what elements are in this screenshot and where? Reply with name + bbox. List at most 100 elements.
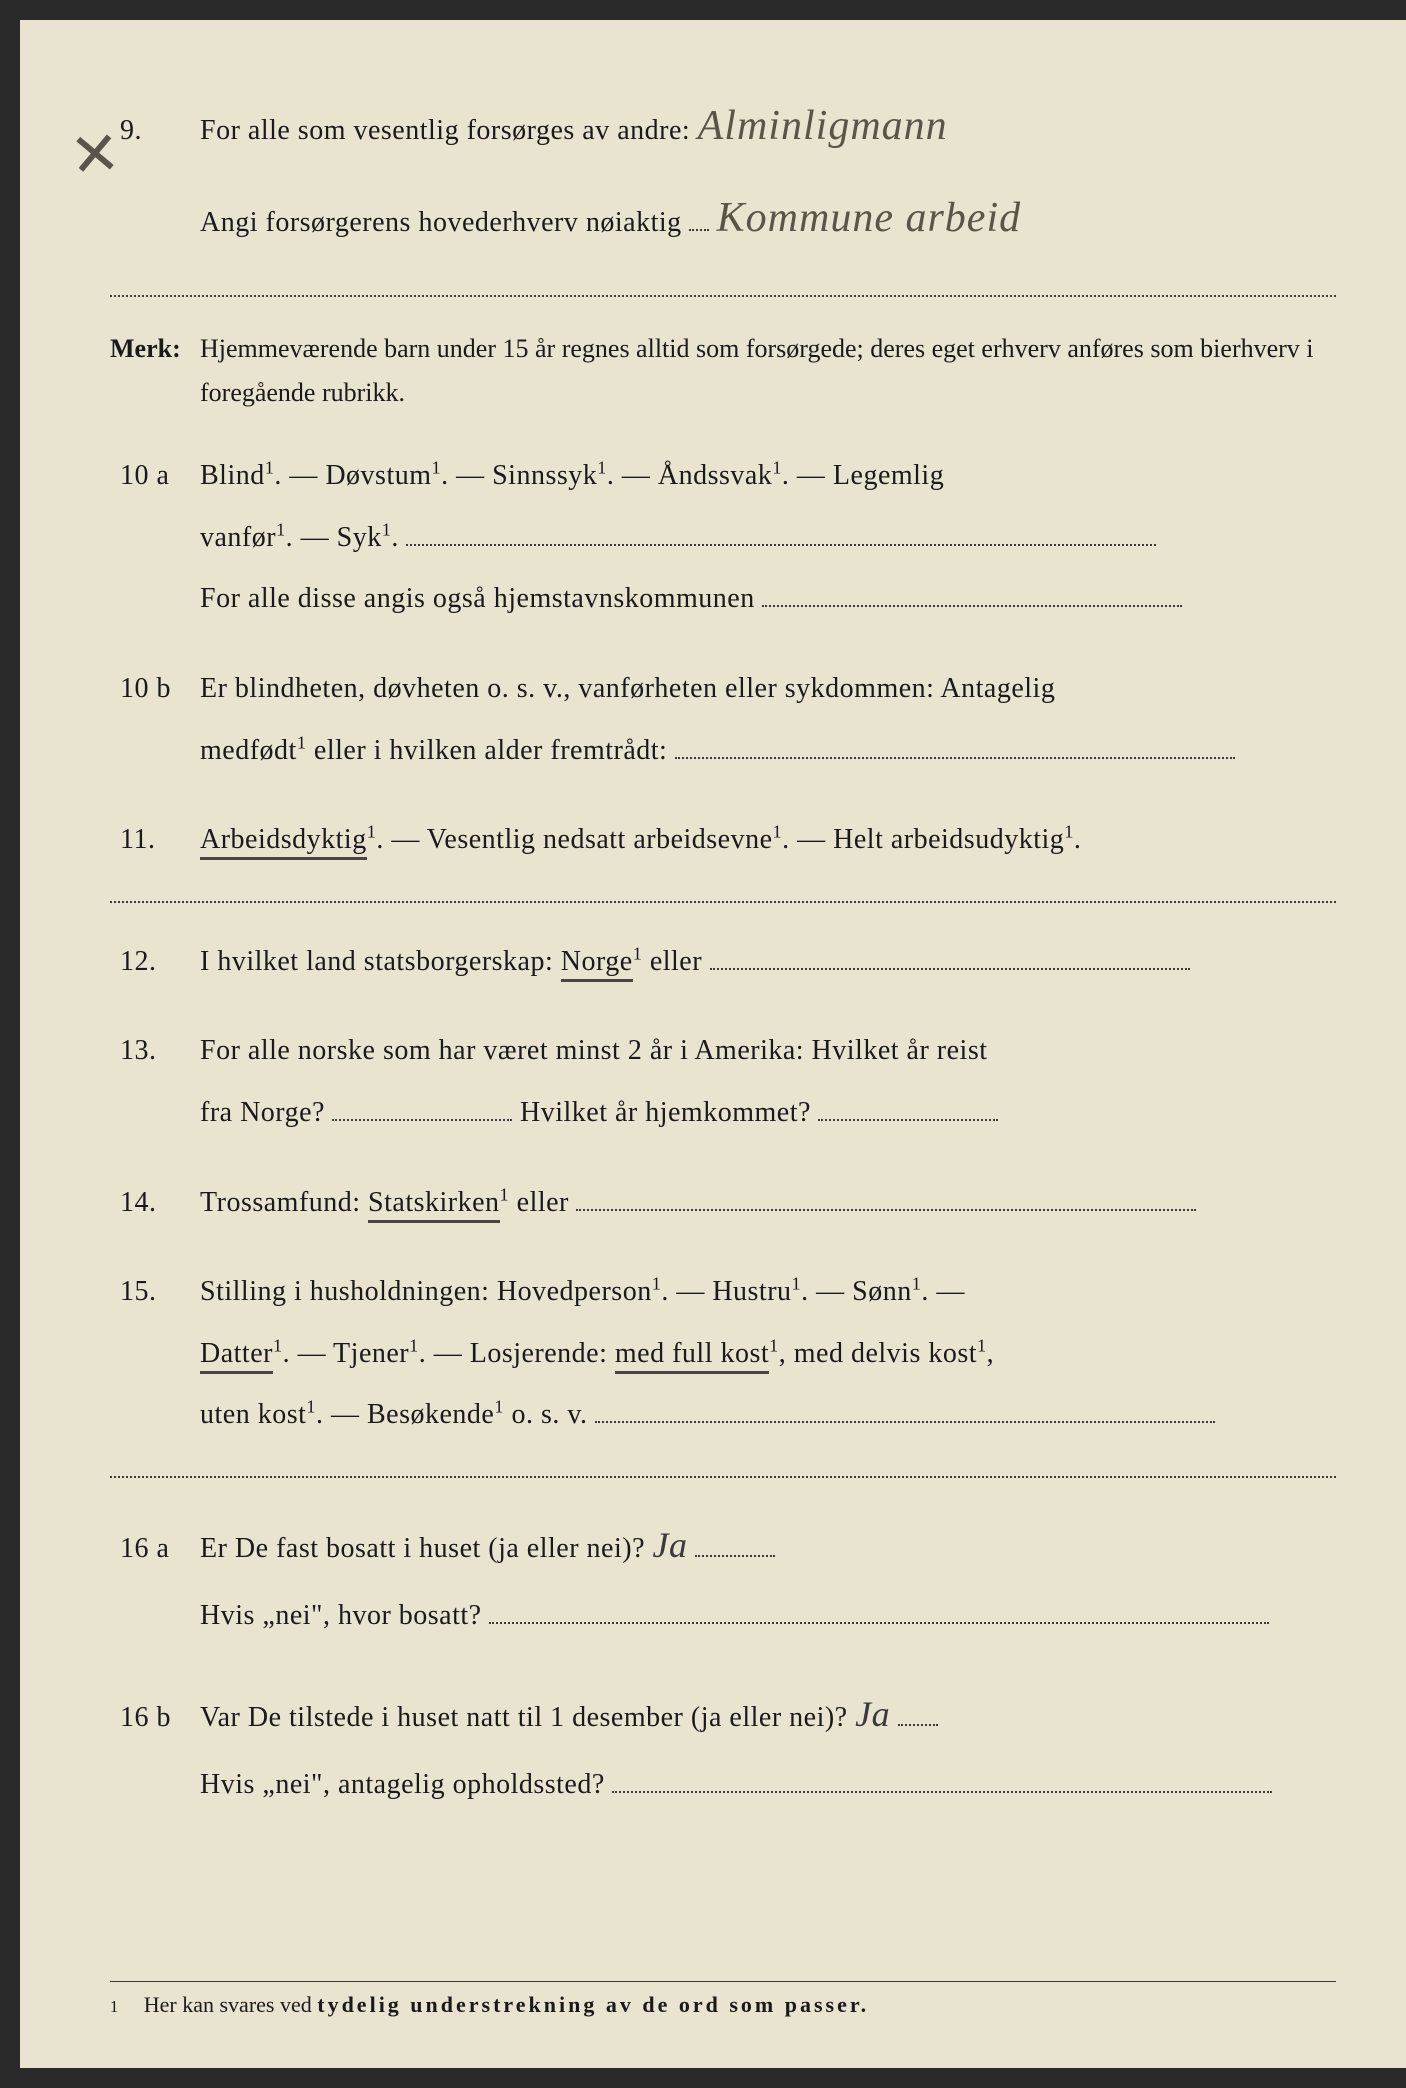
q11-arbeidsdyktig-underlined: Arbeidsdyktig bbox=[200, 824, 367, 860]
q15-number: 15. bbox=[110, 1261, 200, 1323]
q11-tail: . bbox=[1074, 824, 1082, 855]
q15-hovedperson: Stilling i husholdningen: Hovedperson bbox=[200, 1276, 652, 1307]
q10a-opt-blind: Blind bbox=[200, 460, 265, 491]
question-10a: 10 a Blind1. — Døvstum1. — Sinnssyk1. — … bbox=[110, 445, 1336, 630]
merk-note: Merk: Hjemmeværende barn under 15 år reg… bbox=[110, 327, 1336, 415]
q14-statskirken-underlined: Statskirken bbox=[368, 1187, 500, 1223]
q10b-line1: Er blindheten, døvheten o. s. v., vanfør… bbox=[200, 658, 1336, 720]
q15-delvis-kost: , med delvis kost bbox=[779, 1338, 977, 1369]
q16a-number: 16 a bbox=[110, 1518, 200, 1580]
q15-sonn: . — Sønn bbox=[801, 1276, 912, 1307]
q16a-answer-ja: Ja bbox=[653, 1525, 688, 1565]
q16b-number: 16 b bbox=[110, 1687, 200, 1749]
q13-line1: For alle norske som har været minst 2 år… bbox=[200, 1020, 1336, 1082]
q10a-opt-vanfor: vanfør bbox=[200, 522, 276, 553]
q16b-line2-text: Hvis „nei", antagelig opholdssted? bbox=[200, 1769, 605, 1800]
dotted-fill bbox=[762, 605, 1182, 607]
q14-text-pre: Trossamfund: bbox=[200, 1187, 368, 1218]
q15-dash: . — bbox=[921, 1276, 965, 1307]
q16b-line1: Var De tilstede i huset natt til 1 desem… bbox=[200, 1675, 1336, 1754]
dotted-fill bbox=[695, 1555, 775, 1557]
dotted-fill bbox=[612, 1791, 1272, 1793]
q15-hustru: . — Hustru bbox=[661, 1276, 791, 1307]
q11-number: 11. bbox=[110, 809, 200, 871]
question-15: 15. Stilling i husholdningen: Hovedperso… bbox=[110, 1261, 1336, 1478]
question-16b: 16 b Var De tilstede i huset natt til 1 … bbox=[110, 1675, 1336, 1816]
q10a-opt-syk: . — Syk bbox=[286, 522, 382, 553]
q10a-opt-legemlig: . — Legemlig bbox=[782, 460, 944, 491]
q16a-line2-text: Hvis „nei", hvor bosatt? bbox=[200, 1600, 482, 1631]
q16b-answer-ja: Ja bbox=[855, 1694, 890, 1734]
q13-number: 13. bbox=[110, 1020, 200, 1082]
q10a-line3-text: For alle disse angis også hjemstavnskomm… bbox=[200, 583, 755, 614]
q15-besokende: . — Besøkende bbox=[316, 1399, 494, 1430]
q10a-number: 10 a bbox=[110, 445, 200, 507]
q13-fra-norge: fra Norge? bbox=[200, 1097, 325, 1128]
dotted-fill bbox=[332, 1119, 512, 1121]
q9-line1-handwritten: Alminligmann bbox=[698, 103, 948, 149]
q16a-line1: Er De fast bosatt i huset (ja eller nei)… bbox=[200, 1506, 1336, 1585]
merk-label: Merk: bbox=[110, 327, 200, 371]
footnote-number: 1 bbox=[110, 1997, 118, 2016]
footnote-pre: Her kan svares ved bbox=[144, 1992, 318, 2017]
question-10b: 10 b Er blindheten, døvheten o. s. v., v… bbox=[110, 658, 1336, 781]
q9-line2-print: Angi forsørgerens hovederhverv nøiaktig bbox=[200, 207, 682, 238]
merk-text: Hjemmeværende barn under 15 år regnes al… bbox=[200, 327, 1336, 415]
q9-number: 9. bbox=[110, 100, 200, 162]
q12-text-pre: I hvilket land statsborgerskap: bbox=[200, 946, 561, 977]
q10a-opt-sinnssyk: . — Sinnssyk bbox=[441, 460, 597, 491]
q12-number: 12. bbox=[110, 931, 200, 993]
question-14: 14. Trossamfund: Statskirken1 eller bbox=[110, 1172, 1336, 1234]
q10b-line2: medfødt1 eller i hvilken alder fremtrådt… bbox=[200, 720, 1336, 782]
document-page: ✕ 9. For alle som vesentlig forsørges av… bbox=[20, 20, 1406, 2068]
q14-number: 14. bbox=[110, 1172, 200, 1234]
q10a-line2: vanfør1. — Syk1. bbox=[200, 507, 1336, 569]
q15-losjerende: . — Losjerende: bbox=[419, 1338, 615, 1369]
cross-mark-annotation: ✕ bbox=[67, 118, 123, 192]
q15-osv: o. s. v. bbox=[504, 1399, 588, 1430]
q10b-number: 10 b bbox=[110, 658, 200, 720]
q14-post: eller bbox=[509, 1187, 569, 1218]
q15-full-kost-underlined: med full kost bbox=[615, 1338, 769, 1374]
dotted-fill bbox=[595, 1421, 1215, 1423]
q9-line2: Angi forsørgerens hovederhverv nøiaktig … bbox=[200, 172, 1336, 264]
dotted-fill bbox=[576, 1209, 1196, 1211]
q10b-medfodt: medfødt bbox=[200, 735, 297, 766]
footnote-bold: tydelig understrekning av de ord som pas… bbox=[317, 1992, 869, 2017]
q15-line2: Datter1. — Tjener1. — Losjerende: med fu… bbox=[200, 1323, 1336, 1385]
dotted-rule bbox=[110, 1476, 1336, 1478]
question-13: 13. For alle norske som har været minst … bbox=[110, 1020, 1336, 1143]
q15-line3: uten kost1. — Besøkende1 o. s. v. bbox=[200, 1384, 1336, 1446]
q11-end: . — Helt arbeidsudyktig bbox=[782, 824, 1064, 855]
q12-norge-underlined: Norge bbox=[561, 946, 633, 982]
q10a-line1: Blind1. — Døvstum1. — Sinnssyk1. — Åndss… bbox=[200, 445, 1336, 507]
q13-hjemkommet: Hvilket år hjemkommet? bbox=[520, 1097, 811, 1128]
dotted-fill bbox=[489, 1622, 1269, 1624]
q11-text: Arbeidsdyktig1. — Vesentlig nedsatt arbe… bbox=[200, 809, 1336, 871]
q11-mid: . — Vesentlig nedsatt arbeidsevne bbox=[376, 824, 772, 855]
dotted-fill bbox=[818, 1119, 998, 1121]
dotted-fill bbox=[710, 968, 1190, 970]
dotted-fill bbox=[406, 544, 1156, 546]
q10a-opt-andssvak: . — Åndssvak bbox=[607, 460, 772, 491]
question-16a: 16 a Er De fast bosatt i huset (ja eller… bbox=[110, 1506, 1336, 1647]
footnote: 1 Her kan svares ved tydelig understrekn… bbox=[110, 1981, 1336, 2018]
q16b-line2: Hvis „nei", antagelig opholdssted? bbox=[200, 1754, 1336, 1816]
q15-tjener: . — Tjener bbox=[283, 1338, 410, 1369]
dotted-fill bbox=[898, 1724, 938, 1726]
q15-datter-underlined: Datter bbox=[200, 1338, 273, 1374]
q14-text: Trossamfund: Statskirken1 eller bbox=[200, 1172, 1336, 1234]
q16b-line1-text: Var De tilstede i huset natt til 1 desem… bbox=[200, 1702, 848, 1733]
q10b-line2-post: eller i hvilken alder fremtrådt: bbox=[306, 735, 667, 766]
q12-post: eller bbox=[642, 946, 702, 977]
q9-line1: For alle som vesentlig forsørges av andr… bbox=[200, 80, 1336, 172]
q16a-line1-text: Er De fast bosatt i huset (ja eller nei)… bbox=[200, 1533, 645, 1564]
question-9: 9. For alle som vesentlig forsørges av a… bbox=[110, 80, 1336, 297]
q15-comma: , bbox=[987, 1338, 995, 1369]
dotted-fill bbox=[675, 757, 1235, 759]
q9-line2-handwritten: Kommune arbeid bbox=[717, 195, 1021, 241]
q16a-line2: Hvis „nei", hvor bosatt? bbox=[200, 1585, 1336, 1647]
q12-text: I hvilket land statsborgerskap: Norge1 e… bbox=[200, 931, 1336, 993]
q13-line2: fra Norge? Hvilket år hjemkommet? bbox=[200, 1082, 1336, 1144]
q10a-opt-dovstum: . — Døvstum bbox=[274, 460, 431, 491]
